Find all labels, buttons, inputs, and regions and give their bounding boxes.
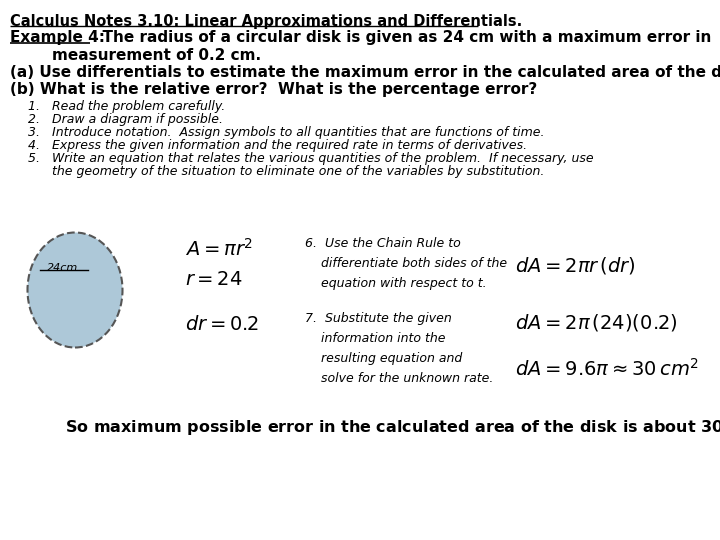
Text: the geometry of the situation to eliminate one of the variables by substitution.: the geometry of the situation to elimina… (28, 165, 544, 178)
Text: So maximum possible error in the calculated area of the disk is about 30cm$^{2}$: So maximum possible error in the calcula… (65, 416, 720, 438)
Text: Calculus Notes 3.10: Linear Approximations and Differentials.: Calculus Notes 3.10: Linear Approximatio… (10, 14, 522, 29)
Text: $r = 24$: $r = 24$ (185, 270, 243, 289)
Text: $dr = 0.2$: $dr = 0.2$ (185, 315, 259, 334)
Text: $dA = 9.6\pi \approx 30\,cm^{2}$: $dA = 9.6\pi \approx 30\,cm^{2}$ (515, 358, 699, 380)
Text: 6.  Use the Chain Rule to
    differentiate both sides of the
    equation with : 6. Use the Chain Rule to differentiate b… (305, 237, 507, 290)
Text: 5.   Write an equation that relates the various quantities of the problem.  If n: 5. Write an equation that relates the va… (28, 152, 593, 165)
Text: 1.   Read the problem carefully.: 1. Read the problem carefully. (28, 100, 225, 113)
Text: 24cm: 24cm (48, 263, 78, 273)
Text: measurement of 0.2 cm.: measurement of 0.2 cm. (10, 48, 261, 63)
Text: The radius of a circular disk is given as 24 cm with a maximum error in: The radius of a circular disk is given a… (92, 30, 711, 45)
Text: $A = \pi r^{2}$: $A = \pi r^{2}$ (185, 238, 253, 260)
Text: 3.   Introduce notation.  Assign symbols to all quantities that are functions of: 3. Introduce notation. Assign symbols to… (28, 126, 544, 139)
Ellipse shape (27, 233, 122, 348)
Text: $dA = 2\pi r\,(dr)$: $dA = 2\pi r\,(dr)$ (515, 255, 636, 276)
Text: 2.   Draw a diagram if possible.: 2. Draw a diagram if possible. (28, 113, 223, 126)
Text: 4.   Express the given information and the required rate in terms of derivatives: 4. Express the given information and the… (28, 139, 527, 152)
Text: Example 4:: Example 4: (10, 30, 105, 45)
Text: (a) Use differentials to estimate the maximum error in the calculated area of th: (a) Use differentials to estimate the ma… (10, 65, 720, 80)
Text: $dA = 2\pi\,(24)(0.2)$: $dA = 2\pi\,(24)(0.2)$ (515, 312, 678, 333)
Text: 7.  Substitute the given
    information into the
    resulting equation and
   : 7. Substitute the given information into… (305, 312, 493, 385)
Text: (b) What is the relative error?  What is the percentage error?: (b) What is the relative error? What is … (10, 82, 537, 97)
